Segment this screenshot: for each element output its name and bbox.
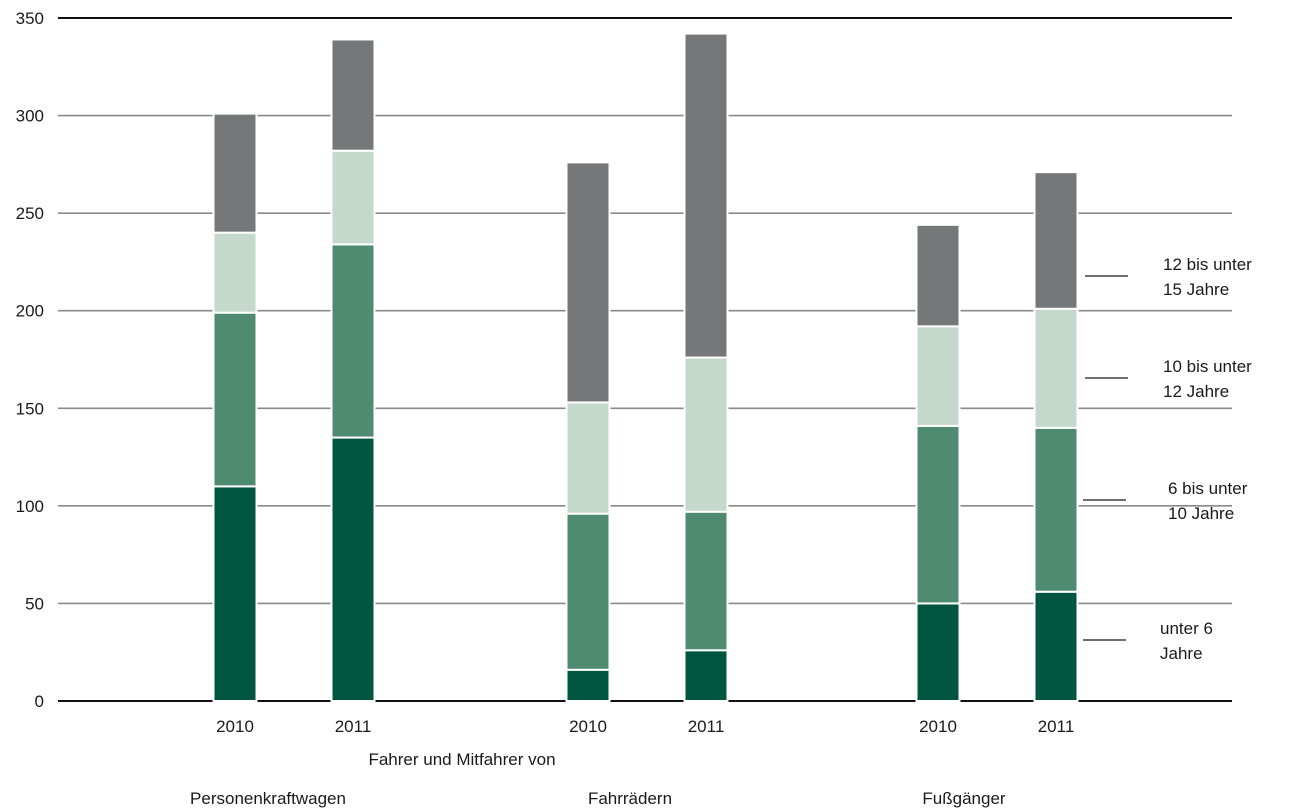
x-axis-ticks: 2010 2011 2010 2011 2010 2011 (216, 717, 1074, 736)
legend-label-line: 12 bis unter (1163, 255, 1252, 274)
legend: unter 6 Jahre 6 bis unter 10 Jahre 10 bis un… (1083, 255, 1252, 663)
y-axis-ticks: 0 50 100 150 200 250 300 350 (16, 9, 44, 711)
x-tick-label: 2010 (569, 717, 607, 736)
legend-label-line: 10 bis unter (1163, 357, 1252, 376)
group-label: Personenkraftwagen (190, 789, 346, 808)
y-tick-label: 300 (16, 107, 44, 126)
caption: Fahrer und Mitfahrer von (368, 750, 555, 769)
bar-segment (683, 649, 729, 703)
bar-segment (330, 38, 376, 152)
bar-segment (915, 325, 961, 427)
bar-segment (212, 311, 258, 488)
bar-segment (683, 510, 729, 652)
y-tick-label: 0 (35, 692, 44, 711)
x-tick-label: 2011 (1038, 717, 1075, 736)
legend-label-line: 12 Jahre (1163, 382, 1229, 401)
bar-segment (565, 161, 611, 404)
bar-segment (212, 231, 258, 314)
legend-label: unter 6 Jahre (1160, 619, 1213, 663)
group-label: Fußgänger (922, 789, 1005, 808)
bar-segment (1033, 307, 1079, 429)
bar-segment (330, 243, 376, 439)
group-labels: Personenkraftwagen Fahrrädern Fußgänger (190, 789, 1006, 808)
bar-segment (1033, 590, 1079, 702)
legend-label-line: unter 6 (1160, 619, 1213, 638)
bar-segment (330, 436, 376, 702)
bar-segment (330, 149, 376, 246)
bar-segment (683, 356, 729, 513)
bar-segment (1033, 171, 1079, 310)
legend-label: 12 bis unter 15 Jahre (1163, 255, 1252, 299)
legend-label-line: 15 Jahre (1163, 280, 1229, 299)
bar-segment (565, 668, 611, 703)
legend-label: 6 bis unter 10 Jahre (1168, 479, 1248, 523)
bar-segment (915, 602, 961, 703)
y-tick-label: 200 (16, 302, 44, 321)
bars (212, 32, 1079, 703)
bar-segment (915, 424, 961, 605)
y-tick-label: 150 (16, 399, 44, 418)
bar-segment (683, 32, 729, 359)
y-tick-label: 350 (16, 9, 44, 28)
bar-segment (915, 223, 961, 328)
bar-segment (565, 512, 611, 671)
legend-label: 10 bis unter 12 Jahre (1163, 357, 1252, 401)
legend-label-line: 10 Jahre (1168, 504, 1234, 523)
legend-label-line: 6 bis unter (1168, 479, 1248, 498)
bar-segment (212, 112, 258, 234)
legend-label-line: Jahre (1160, 644, 1203, 663)
bar-segment (212, 485, 258, 703)
bar-segment (565, 401, 611, 515)
x-tick-label: 2011 (335, 717, 372, 736)
bar-segment (1033, 426, 1079, 593)
y-tick-label: 50 (25, 594, 44, 613)
y-tick-label: 250 (16, 204, 44, 223)
x-tick-label: 2010 (919, 717, 957, 736)
group-label: Fahrrädern (588, 789, 672, 808)
x-tick-label: 2010 (216, 717, 254, 736)
y-tick-label: 100 (16, 497, 44, 516)
x-tick-label: 2011 (688, 717, 725, 736)
